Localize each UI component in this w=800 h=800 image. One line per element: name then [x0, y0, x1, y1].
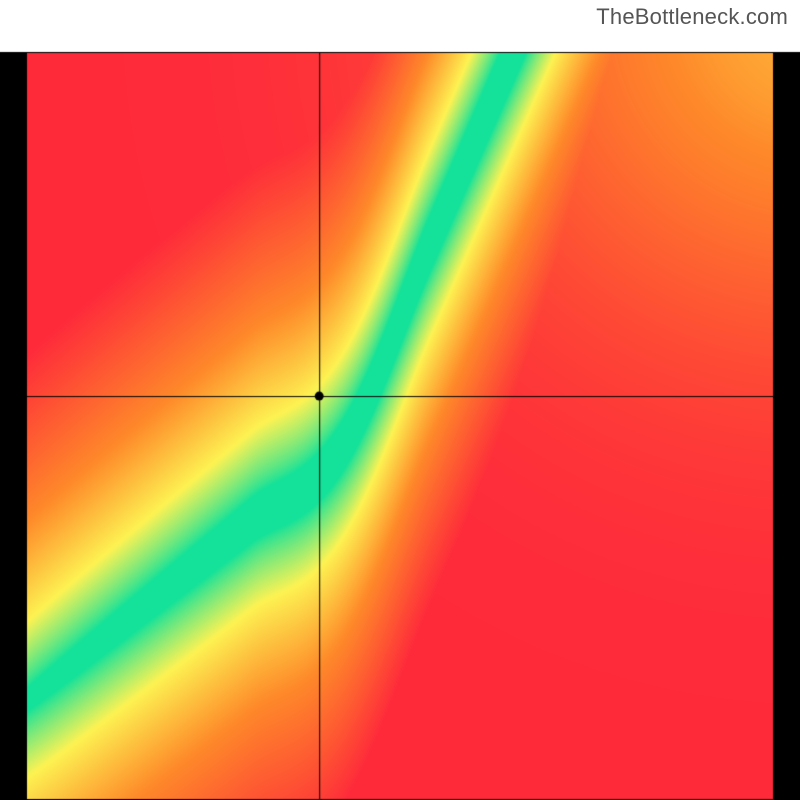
watermark-text: TheBottleneck.com [596, 4, 788, 30]
chart-container: TheBottleneck.com [0, 0, 800, 800]
heatmap-canvas [0, 0, 800, 800]
